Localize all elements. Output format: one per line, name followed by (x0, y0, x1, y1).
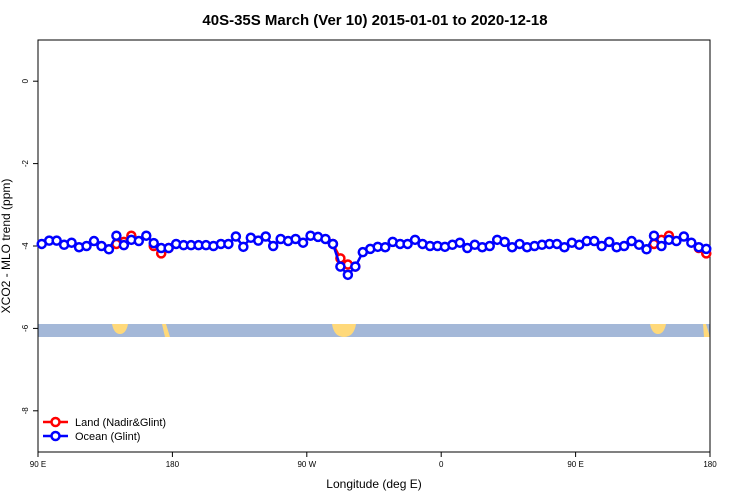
point (350, 261, 361, 272)
point (118, 239, 130, 251)
point (648, 230, 660, 241)
point (148, 237, 159, 249)
point (671, 235, 682, 247)
point (238, 241, 249, 253)
point (133, 235, 145, 247)
point (342, 269, 354, 281)
land-patch (162, 324, 170, 337)
land-patch (650, 324, 666, 334)
point (402, 238, 413, 250)
point (701, 243, 712, 255)
point (141, 230, 152, 241)
y-tick-label: -2 (21, 159, 30, 167)
x-tick-label: 0 (439, 460, 444, 469)
legend-marker (50, 430, 61, 442)
x-tick-label: 180 (703, 460, 717, 469)
point (111, 230, 122, 241)
point (297, 237, 309, 248)
point (51, 235, 62, 246)
point (163, 242, 174, 254)
point (409, 234, 421, 246)
x-tick-label: 90 W (297, 460, 316, 469)
point (267, 240, 279, 252)
land-mask (38, 324, 710, 337)
point (103, 244, 115, 255)
series (36, 230, 712, 281)
point (454, 237, 466, 248)
point (88, 235, 100, 247)
y-tick-label: -8 (21, 407, 30, 415)
ocean-band (38, 324, 710, 337)
point (253, 235, 264, 246)
legend-marker (50, 416, 61, 428)
point (327, 238, 339, 250)
point (66, 237, 77, 248)
point (230, 231, 242, 242)
x-axis-label: Longitude (deg E) (326, 477, 421, 491)
point (559, 241, 570, 253)
land-patch (112, 324, 128, 334)
chart-title: 40S-35S March (Ver 10) 2015-01-01 to 202… (202, 12, 547, 29)
point (484, 240, 495, 252)
point (596, 240, 607, 252)
y-tick-label: 0 (21, 78, 30, 83)
x-tick-label: 90 E (30, 460, 46, 469)
point (633, 239, 645, 251)
point (686, 237, 697, 248)
point (223, 238, 234, 250)
point (379, 241, 391, 253)
point (260, 231, 271, 242)
point (641, 244, 652, 255)
y-tick-label: -6 (21, 324, 30, 332)
point (81, 240, 92, 252)
point (320, 233, 331, 245)
point (335, 261, 346, 272)
land-patch (332, 324, 356, 337)
point (656, 240, 667, 252)
point (678, 231, 690, 242)
land-patch (703, 324, 710, 337)
point (589, 235, 600, 247)
point (603, 236, 615, 248)
y-axis-label: XCO2 - MLO trend (ppm) (0, 179, 13, 314)
legend-label: Land (Nadir&Glint) (75, 417, 166, 429)
legend-label: Ocean (Glint) (75, 431, 140, 443)
x-tick-label: 90 E (567, 460, 583, 469)
point (618, 240, 630, 252)
y-tick-label: -4 (21, 242, 30, 250)
point (499, 236, 510, 248)
x-tick-label: 180 (166, 460, 180, 469)
